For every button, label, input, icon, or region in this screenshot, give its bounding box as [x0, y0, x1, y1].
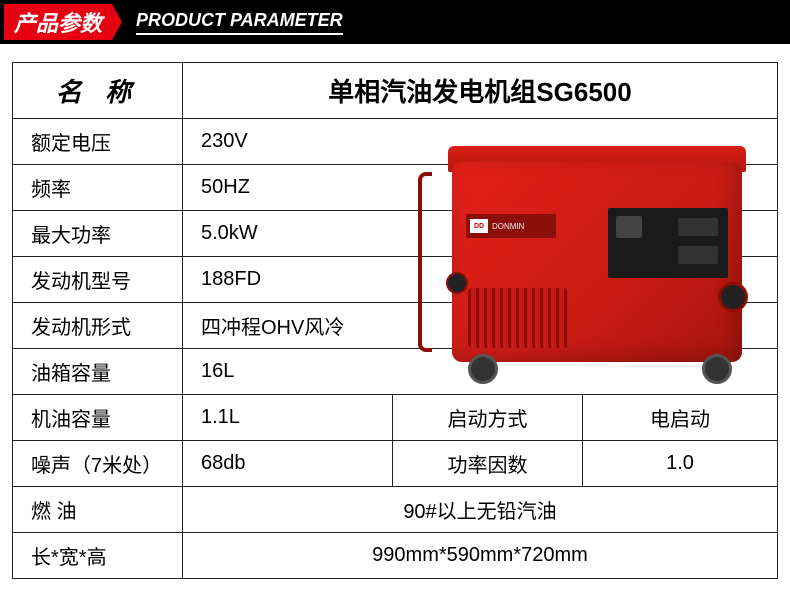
wheel-icon: [468, 354, 498, 384]
brand-badge: DD DONMIN: [466, 214, 556, 238]
wheel-icon: [702, 354, 732, 384]
spec-label: 额定电压: [13, 119, 183, 165]
spec-label: 油箱容量: [13, 349, 183, 395]
spec-value: 90#以上无铅汽油: [183, 487, 778, 533]
spec-value: 电启动: [583, 395, 778, 441]
product-image: DD DONMIN: [432, 132, 762, 392]
spec-value: 1.0: [583, 441, 778, 487]
spec-label: 燃 油: [13, 487, 183, 533]
knob-icon: [446, 272, 468, 294]
spec-label: 机油容量: [13, 395, 183, 441]
table-row: 长*宽*高 990mm*590mm*720mm: [13, 533, 778, 579]
spec-label: 启动方式: [393, 395, 583, 441]
port-icon: [718, 282, 748, 312]
spec-label: 长*宽*高: [13, 533, 183, 579]
section-header: 产品参数 PRODUCT PARAMETER: [0, 0, 790, 44]
generator-handle-icon: [418, 172, 432, 352]
spec-label: 功率因数: [393, 441, 583, 487]
spec-value: 990mm*590mm*720mm: [183, 533, 778, 579]
spec-content: 名 称 单相汽油发电机组SG6500 额定电压 230V 频率 50HZ 最大功…: [0, 44, 790, 579]
spec-value: 1.1L: [183, 395, 393, 441]
table-row: 燃 油 90#以上无铅汽油: [13, 487, 778, 533]
spec-value: 68db: [183, 441, 393, 487]
spec-label: 发动机型号: [13, 257, 183, 303]
generator-body-icon: DD DONMIN: [452, 162, 742, 362]
vent-icon: [468, 288, 568, 348]
spec-label: 最大功率: [13, 211, 183, 257]
brand-name: DONMIN: [492, 222, 524, 231]
spec-label: 频率: [13, 165, 183, 211]
brand-logo-icon: DD: [470, 219, 488, 233]
table-row: 噪声（7米处） 68db 功率因数 1.0: [13, 441, 778, 487]
control-panel-icon: [608, 208, 728, 278]
title-label: 名 称: [13, 63, 183, 119]
table-row: 机油容量 1.1L 启动方式 电启动: [13, 395, 778, 441]
header-subtitle: PRODUCT PARAMETER: [136, 10, 343, 35]
spec-label: 发动机形式: [13, 303, 183, 349]
title-row: 名 称 单相汽油发电机组SG6500: [13, 63, 778, 119]
header-badge: 产品参数: [4, 4, 112, 40]
title-value: 单相汽油发电机组SG6500: [183, 63, 778, 119]
spec-label: 噪声（7米处）: [13, 441, 183, 487]
